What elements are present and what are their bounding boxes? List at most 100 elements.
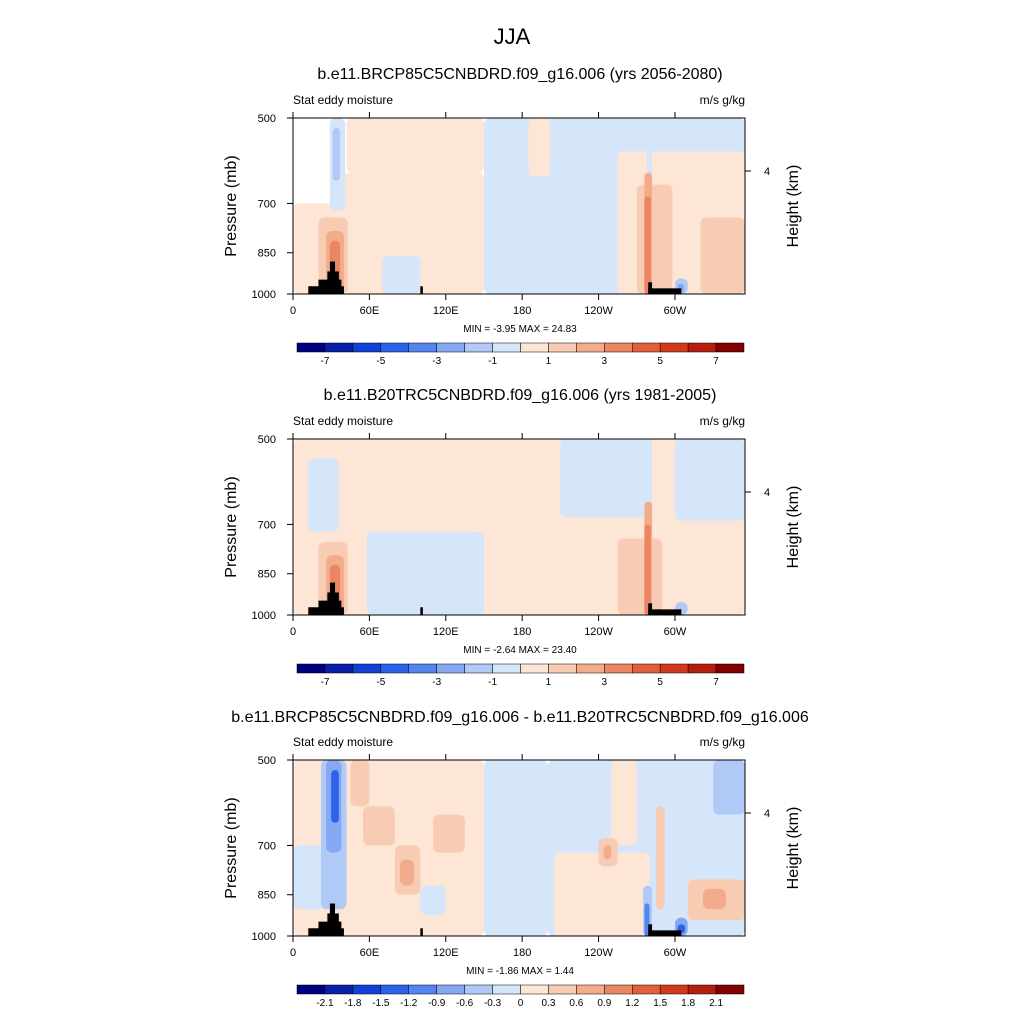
contour-region	[420, 885, 446, 915]
units-label: m/s g/kg	[700, 735, 745, 749]
x-tick-label: 0	[290, 626, 296, 638]
terrain-mask	[648, 930, 682, 936]
contour-region	[700, 217, 745, 294]
contour-region	[343, 172, 484, 294]
field	[293, 118, 745, 294]
contour-region	[366, 531, 484, 615]
contour-region	[399, 859, 414, 886]
x-tick-label: 60E	[360, 305, 380, 317]
colorbar-swatch	[492, 663, 521, 674]
x-tick-label: 60E	[360, 626, 380, 638]
contour-region	[636, 184, 673, 294]
y-right-axis-title: Height (km)	[785, 807, 802, 890]
contour-region	[603, 845, 612, 860]
y-right-tick-label: 4	[764, 808, 770, 820]
colorbar-label: 2.1	[709, 998, 723, 1009]
contour-region	[382, 255, 421, 294]
y-axis-title: Pressure (mb)	[223, 476, 240, 577]
x-tick-label: 120E	[433, 305, 459, 317]
colorbar-swatch	[659, 984, 689, 995]
colorbar: -7 -5 -3 -1 1 3 5 7	[296, 663, 745, 688]
colorbar-swatch	[436, 663, 465, 674]
colorbar-swatch	[324, 342, 354, 353]
colorbar-swatch	[687, 984, 717, 995]
colorbar-label: -0.3	[484, 998, 502, 1009]
contour-region	[644, 524, 651, 615]
terrain-mask	[648, 924, 653, 936]
min-max-stats: MIN = -2.64 MAX = 23.40	[463, 645, 577, 656]
colorbar-swatch	[408, 984, 437, 995]
contour-region	[363, 806, 395, 846]
colorbar-label: -7	[320, 677, 329, 688]
y-tick-label: 700	[258, 198, 276, 210]
colorbar-swatch	[520, 342, 549, 353]
contour-region	[611, 760, 637, 846]
colorbar-label: 0.9	[597, 998, 611, 1009]
colorbar-swatch	[436, 342, 465, 353]
x-tick-label: 60W	[664, 626, 687, 638]
terrain-mask	[648, 288, 682, 294]
colorbar-swatch	[632, 984, 661, 995]
x-tick-label: 120W	[584, 947, 613, 959]
contour-region	[644, 903, 650, 936]
colorbar-swatch	[604, 984, 633, 995]
colorbar: -7 -5 -3 -1 1 3 5 7	[296, 342, 745, 367]
y-tick-label: 1000	[252, 931, 276, 943]
colorbar-label: -7	[320, 356, 329, 367]
contour-region	[331, 769, 339, 823]
contour-region	[644, 196, 651, 294]
colorbar-swatch	[632, 342, 661, 353]
colorbar-swatch	[687, 342, 717, 353]
colorbar-swatch	[464, 663, 493, 674]
figure-title: JJA	[494, 24, 531, 49]
field	[293, 760, 745, 936]
variable-label: Stat eddy moisture	[293, 93, 393, 107]
contour-region	[350, 760, 370, 807]
y-right-tick-label: 4	[764, 166, 770, 178]
y-right-axis-title: Height (km)	[785, 165, 802, 248]
colorbar-label: 1.8	[681, 998, 695, 1009]
y-tick-label: 1000	[252, 289, 276, 301]
x-tick-label: 120W	[584, 626, 613, 638]
panel-title: b.e11.B20TRC5CNBDRD.f09_g16.006 (yrs 198…	[324, 387, 717, 404]
contour-region	[483, 760, 548, 936]
plot-frame	[292, 759, 746, 937]
plot-frame	[292, 117, 746, 295]
y-tick-label: 850	[258, 569, 276, 581]
colorbar-label: -2.1	[316, 998, 334, 1009]
colorbar-swatch	[604, 342, 633, 353]
colorbar-swatch	[324, 984, 354, 995]
colorbar-swatch	[659, 663, 689, 674]
colorbar-swatch	[715, 342, 745, 353]
contour-region	[554, 852, 650, 936]
colorbar-swatch	[296, 984, 326, 995]
colorbar-swatch	[380, 984, 409, 995]
colorbar-label: 1.5	[653, 998, 667, 1009]
y-tick-label: 500	[258, 434, 276, 446]
colorbar-label: 0.3	[541, 998, 555, 1009]
colorbar: -2.1 -1.8 -1.5 -1.2 -0.9 -0.6 -0.3 0 0.3 0.6 0.9 1.…	[296, 984, 745, 1009]
colorbar-label: 3	[602, 356, 608, 367]
y-right-axis-title: Height (km)	[785, 486, 802, 569]
colorbar-swatch	[520, 663, 549, 674]
colorbar-label: 5	[657, 677, 663, 688]
colorbar-label: 3	[602, 677, 608, 688]
x-tick-label: 60W	[664, 947, 687, 959]
x-tick-label: 0	[290, 305, 296, 317]
variable-label: Stat eddy moisture	[293, 414, 393, 428]
panel-2: b.e11.B20TRC5CNBDRD.f09_g16.006 (yrs 198…	[223, 387, 802, 688]
panel-3: b.e11.BRCP85C5CNBDRD.f09_g16.006 - b.e11…	[223, 709, 809, 1009]
x-tick-label: 180	[513, 947, 531, 959]
contour-region	[560, 439, 653, 518]
colorbar-label: 1.2	[625, 998, 639, 1009]
colorbar-swatch	[352, 984, 382, 995]
contour-region	[346, 118, 484, 173]
contour-region	[655, 806, 665, 910]
colorbar-swatch	[408, 342, 437, 353]
min-max-stats: MIN = -1.86 MAX = 1.44	[466, 966, 574, 977]
colorbar-swatch	[520, 984, 549, 995]
y-tick-label: 500	[258, 755, 276, 767]
contour-region	[617, 538, 663, 615]
y-tick-label: 500	[258, 113, 276, 125]
